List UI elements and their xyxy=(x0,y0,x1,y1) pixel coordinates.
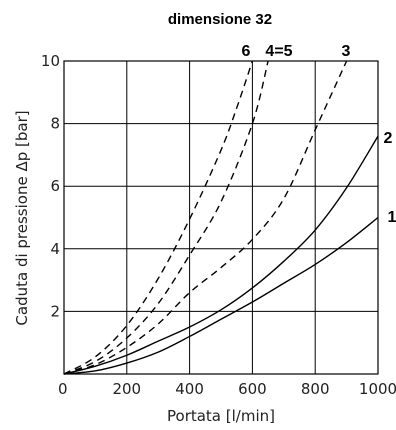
series-line-1 xyxy=(63,216,379,375)
x-tick-label: 400 xyxy=(175,380,204,398)
grid xyxy=(63,60,379,375)
y-tick-label: 10 xyxy=(41,52,60,70)
x-tick-label: 200 xyxy=(112,380,141,398)
y-axis-label: Caduta di pressione Δp [bar] xyxy=(13,110,31,325)
series-label: 1 xyxy=(388,209,396,226)
series-label: 2 xyxy=(384,130,393,147)
y-tick-label: 8 xyxy=(50,115,60,133)
series-label: 3 xyxy=(342,43,351,60)
y-tick-label: 6 xyxy=(50,177,60,195)
x-tick-label: 0 xyxy=(58,380,68,398)
series-label: 4=5 xyxy=(265,43,292,60)
y-tick-label: 2 xyxy=(50,302,60,320)
y-tick-labels: 2 4 6 8 10 xyxy=(41,52,60,320)
series-curves xyxy=(63,60,379,375)
x-tick-labels: 0 200 400 600 800 1000 xyxy=(58,380,396,398)
series-line-3 xyxy=(63,60,348,375)
x-tick-label: 600 xyxy=(238,380,267,398)
x-tick-label: 800 xyxy=(301,380,330,398)
x-axis-label: Portata [l/min] xyxy=(167,407,275,425)
series-line-2 xyxy=(63,135,379,375)
series-label: 6 xyxy=(242,43,251,60)
x-tick-label: 1000 xyxy=(359,380,396,398)
y-tick-label: 4 xyxy=(50,240,60,258)
chart-title: dimensione 32 xyxy=(168,11,272,28)
series-line-6 xyxy=(63,60,254,375)
series-line-4-eq-5 xyxy=(63,60,269,375)
plot-frame xyxy=(63,60,379,375)
series-labels: 1 2 3 4=5 6 xyxy=(242,43,396,226)
